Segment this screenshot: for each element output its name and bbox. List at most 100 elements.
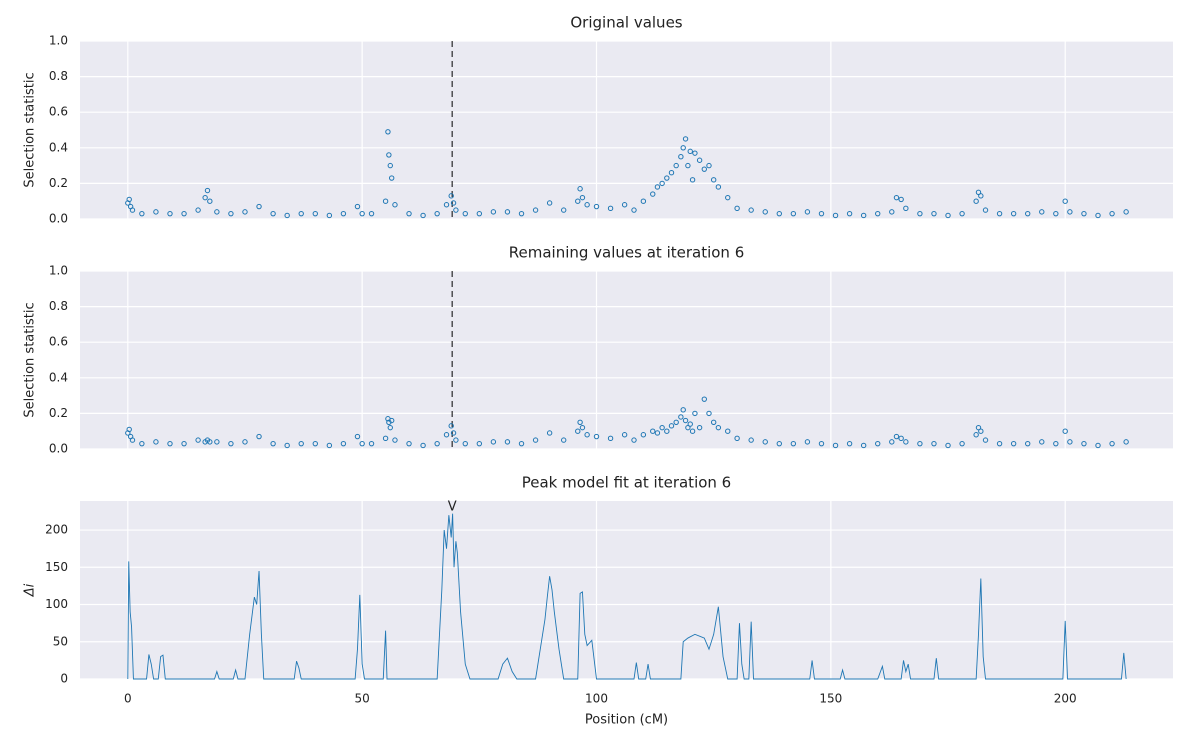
point	[621, 202, 628, 208]
point	[450, 430, 457, 436]
point	[776, 440, 782, 447]
point	[898, 196, 904, 203]
y-tick-label: 0	[60, 672, 68, 686]
y-tick-label: 0.2	[49, 406, 68, 420]
point	[382, 435, 389, 442]
point	[129, 207, 136, 213]
point	[917, 440, 923, 447]
point	[214, 209, 220, 215]
point	[689, 428, 696, 434]
fit-line	[127, 513, 1127, 680]
point	[139, 210, 145, 217]
point	[903, 439, 909, 445]
point	[893, 433, 900, 440]
point	[181, 440, 187, 447]
point	[715, 184, 722, 190]
point	[680, 145, 686, 151]
point	[640, 198, 647, 204]
point	[126, 196, 132, 203]
point	[654, 430, 661, 436]
point	[406, 440, 412, 447]
point	[1025, 440, 1031, 447]
point	[532, 207, 539, 213]
point	[584, 432, 590, 438]
point	[650, 191, 656, 197]
point	[202, 194, 208, 201]
point	[945, 442, 951, 449]
point	[776, 210, 782, 217]
point	[668, 423, 675, 429]
point	[420, 212, 426, 219]
point	[607, 205, 614, 212]
point	[204, 187, 211, 194]
point	[680, 407, 686, 413]
x-tick-label: 150	[819, 692, 842, 706]
point	[804, 209, 811, 215]
point	[354, 433, 361, 440]
point	[392, 202, 398, 208]
point	[326, 442, 333, 449]
point	[659, 424, 665, 431]
point	[978, 193, 984, 199]
point	[678, 414, 684, 420]
point	[256, 433, 262, 440]
y-tick-label: 0.6	[49, 335, 68, 349]
point	[734, 435, 740, 442]
point	[621, 432, 628, 438]
y-tick-label: 0.4	[49, 370, 68, 384]
point	[518, 440, 525, 447]
point	[153, 209, 159, 215]
point	[546, 200, 553, 206]
y-tick-label: 150	[45, 560, 68, 574]
point	[504, 209, 511, 215]
point	[748, 207, 754, 213]
y-tick-label: 1.0	[49, 264, 68, 278]
point	[579, 424, 586, 431]
point	[1123, 209, 1129, 215]
y-tick-label: 0.0	[49, 442, 68, 456]
point	[388, 417, 395, 424]
point	[710, 177, 717, 183]
plot-background	[80, 41, 1173, 219]
point	[284, 442, 290, 449]
y-tick-label: 0.0	[49, 212, 68, 226]
y-axis-label: Δi	[23, 583, 38, 597]
point	[1067, 439, 1073, 445]
point	[975, 424, 982, 431]
point	[1010, 210, 1017, 217]
point	[228, 440, 234, 447]
point	[1025, 210, 1031, 217]
x-tick-label: 50	[355, 692, 370, 706]
point	[687, 421, 693, 427]
point	[453, 437, 459, 443]
point	[387, 424, 393, 431]
point	[889, 439, 895, 445]
point	[490, 209, 497, 215]
point	[207, 198, 213, 204]
point	[593, 203, 600, 210]
point	[715, 424, 722, 431]
point	[725, 428, 731, 434]
y-axis-label: Selection statistic	[23, 302, 38, 417]
y-tick-label: 200	[45, 523, 68, 537]
point	[443, 202, 450, 208]
point	[685, 162, 691, 169]
point	[975, 189, 982, 196]
point	[682, 136, 689, 142]
point	[270, 440, 276, 447]
point	[386, 152, 392, 158]
point	[725, 194, 731, 201]
y-tick-label: 0.8	[49, 69, 68, 83]
point	[701, 166, 708, 172]
point	[654, 184, 661, 190]
point	[659, 180, 665, 187]
subplot-title: Peak model fit at iteration 6	[522, 474, 731, 492]
point	[207, 439, 213, 445]
point	[476, 440, 483, 447]
point	[214, 439, 220, 445]
point	[701, 396, 708, 402]
point	[973, 432, 979, 438]
point	[518, 210, 525, 217]
point	[832, 212, 839, 219]
point	[931, 210, 937, 217]
